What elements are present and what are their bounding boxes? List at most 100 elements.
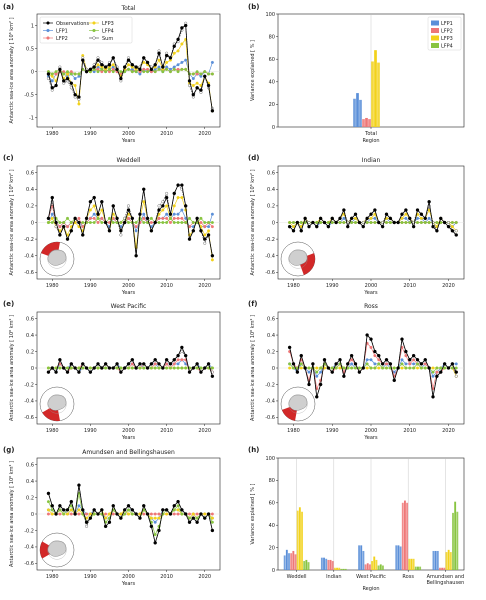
data-point (58, 504, 62, 508)
bar-lfp2 (364, 564, 367, 570)
data-point (180, 183, 184, 187)
data-point (122, 366, 127, 370)
bar-lfp3 (449, 552, 452, 570)
data-point (46, 512, 50, 516)
legend-swatch-marker (46, 28, 50, 33)
data-point (58, 220, 62, 224)
data-point (157, 516, 161, 520)
data-point (134, 254, 138, 258)
data-point (54, 83, 58, 88)
y-axis-label: Variance explained [ % ] (250, 483, 256, 544)
x-tick-label: Indian (326, 574, 341, 580)
data-point (210, 516, 214, 520)
bar-lfp2 (294, 554, 297, 570)
data-point (65, 508, 70, 512)
y-tick-label: -0.2 (24, 528, 34, 534)
data-point (88, 220, 92, 224)
inset-map (39, 532, 75, 568)
data-point (157, 67, 161, 71)
data-point (408, 358, 412, 362)
x-tick-label: 2010 (160, 283, 173, 289)
data-point (58, 233, 62, 237)
data-point (69, 229, 74, 233)
bar-lfp1 (323, 557, 325, 570)
data-point (307, 382, 311, 387)
data-point (354, 366, 358, 370)
data-point (126, 204, 130, 208)
data-point (161, 508, 165, 512)
panel-d: (d) Indian 1980 1990 2000 2010 2020 Years -0.6 -0… (248, 154, 465, 296)
data-point (187, 370, 192, 374)
y-tick-label: 0.2 (267, 204, 275, 210)
data-point (172, 216, 176, 220)
data-point (326, 224, 331, 229)
data-point (191, 93, 196, 97)
inset-antarctica (288, 249, 308, 266)
data-point (172, 191, 176, 196)
panel-label: (e) (3, 300, 14, 308)
data-point (431, 370, 435, 374)
data-point (176, 362, 180, 366)
x-tick-label: Amundsen and Bellingshausen (426, 574, 464, 586)
panel-label: (a) (3, 3, 14, 11)
data-point (180, 196, 184, 200)
legend-entry: LFP2 (56, 36, 68, 42)
data-point (187, 520, 192, 524)
data-point (206, 362, 211, 366)
data-point (210, 60, 214, 64)
data-point (96, 362, 100, 366)
data-point (292, 225, 296, 229)
bar-lfp2 (329, 559, 332, 570)
data-point (58, 366, 62, 370)
data-point (50, 212, 54, 216)
data-point (122, 508, 127, 512)
data-point (96, 366, 100, 370)
bar-lfp4 (305, 559, 308, 570)
data-point (69, 512, 73, 516)
data-point (416, 366, 420, 370)
inset-antarctica (47, 249, 67, 266)
data-point (446, 366, 451, 370)
y-tick-label: -0.4 (24, 545, 34, 551)
data-point (69, 362, 74, 366)
y-tick-label: 60 (269, 501, 275, 507)
data-point (450, 220, 454, 224)
data-point (369, 220, 373, 224)
x-tick-label: 1980 (287, 283, 300, 289)
data-point (96, 216, 100, 220)
data-point (400, 366, 404, 370)
data-point (388, 216, 393, 221)
data-point (165, 212, 169, 216)
data-point (404, 366, 408, 370)
data-point (369, 212, 373, 216)
data-point (73, 77, 77, 81)
data-point (61, 508, 66, 512)
data-point (203, 70, 207, 74)
data-point (126, 362, 131, 366)
series-line-lfp3 (48, 197, 213, 260)
series-observations (46, 183, 215, 258)
data-point (346, 362, 350, 366)
data-point (203, 233, 207, 237)
data-point (315, 224, 319, 229)
y-tick-label: 100 (265, 456, 275, 462)
bar-lfp3 (296, 510, 299, 570)
data-point (416, 216, 420, 220)
data-point (115, 366, 119, 370)
data-point (435, 229, 439, 233)
data-point (142, 366, 146, 370)
legend-entry: LFP4 (102, 28, 114, 34)
data-point (92, 512, 96, 516)
y-tick-label: -0.4 (265, 399, 275, 405)
data-point (142, 200, 146, 204)
x-tick-label: 2010 (160, 428, 173, 434)
inset-graticule (47, 249, 67, 269)
data-point (342, 216, 346, 220)
y-tick-label: 0 (272, 125, 275, 131)
data-point (50, 216, 54, 220)
data-point (454, 366, 458, 370)
data-point (400, 220, 404, 224)
bar-lfp1 (362, 550, 365, 570)
x-tick-label: 2020 (442, 428, 455, 434)
data-point (153, 512, 157, 516)
